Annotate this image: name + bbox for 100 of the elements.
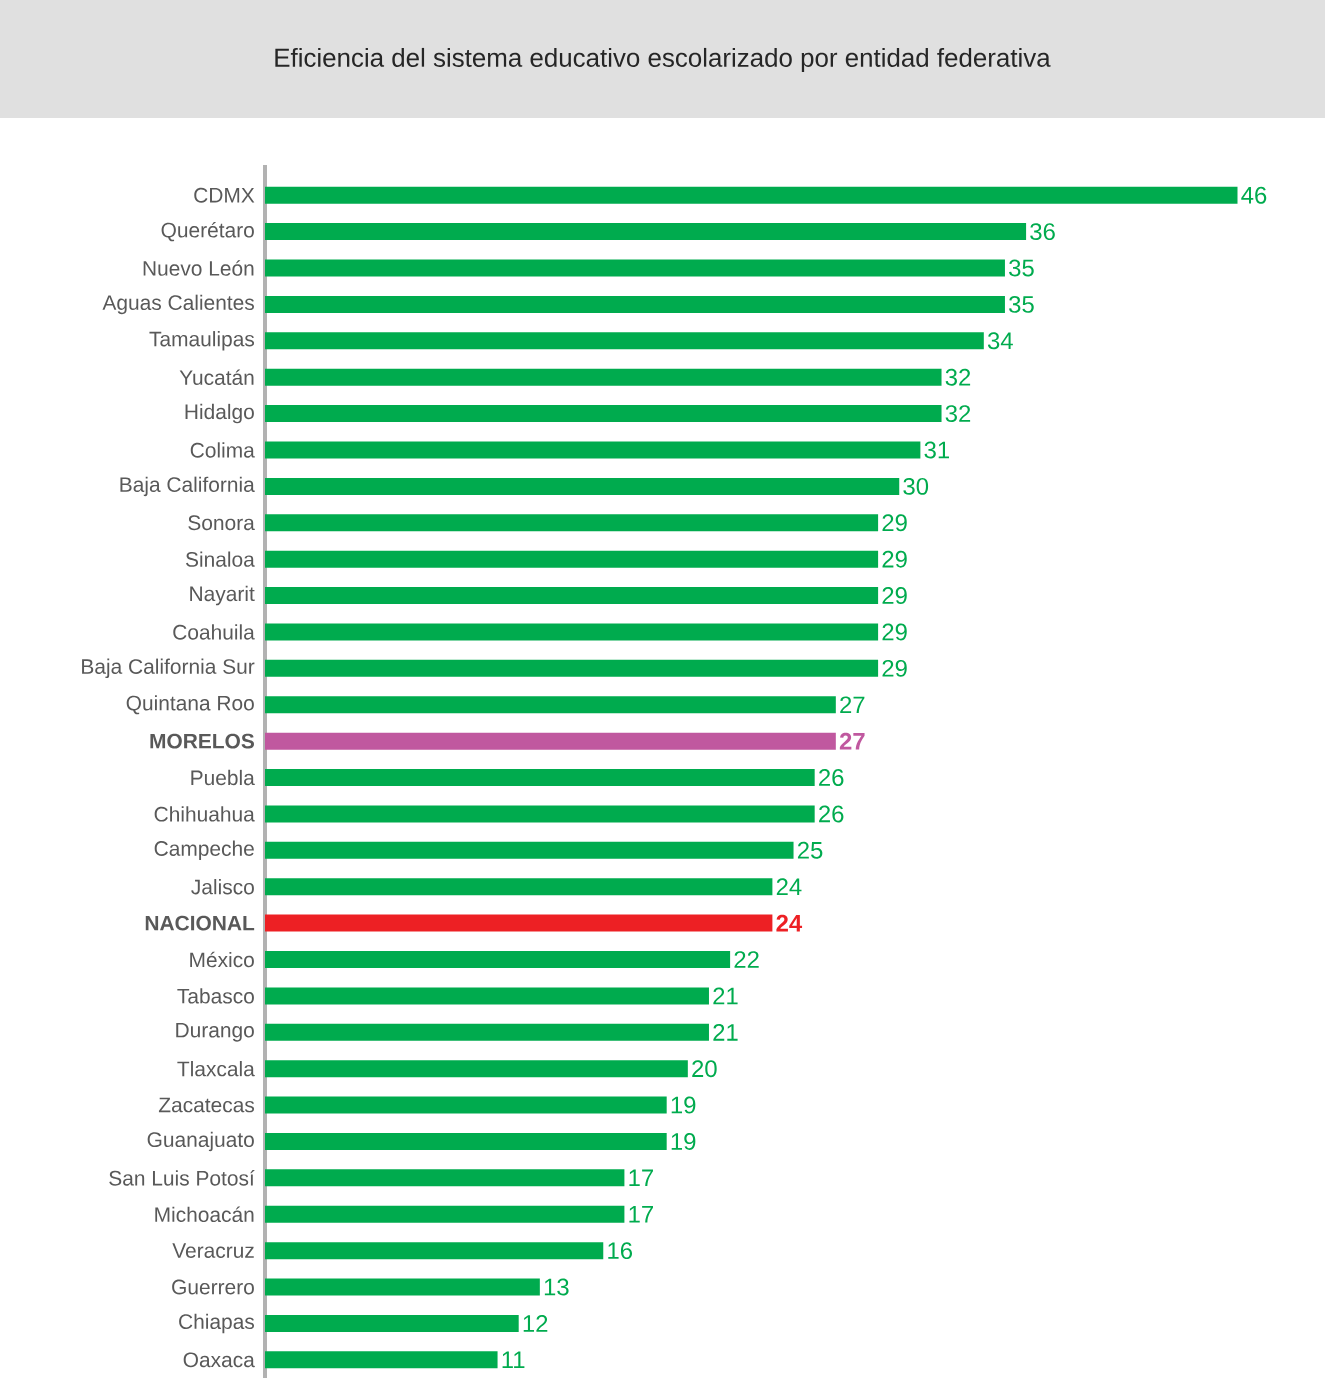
bar (265, 1169, 625, 1187)
data-label: 35 (1009, 259, 1034, 277)
data-label: 21 (713, 1023, 738, 1041)
y-tick-label: CDMX (194, 187, 255, 203)
y-tick-label: Colima (190, 442, 255, 458)
bar (265, 841, 794, 859)
y-tick-label: Hidalgo (185, 403, 254, 424)
y-tick-label: Oaxaca (183, 1352, 255, 1368)
data-label: 17 (629, 1169, 653, 1187)
bar (265, 1060, 688, 1078)
bar (265, 1314, 519, 1332)
y-tick-label: Chihuahua (154, 806, 255, 822)
y-tick-label: Zacatecas (158, 1097, 255, 1113)
bar (265, 223, 1027, 241)
data-label: 19 (671, 1133, 696, 1150)
bar (265, 950, 731, 968)
bar (265, 1096, 667, 1114)
bar (265, 914, 773, 932)
data-label: 29 (882, 659, 907, 677)
data-label: 17 (629, 1206, 653, 1223)
y-tick-label: Aguas Calientes (102, 294, 254, 315)
data-label: 29 (882, 623, 907, 641)
bar (265, 477, 900, 495)
data-label: 26 (819, 805, 844, 823)
data-label: 27 (839, 732, 865, 750)
bar (265, 550, 879, 568)
bar (265, 1132, 667, 1150)
data-label: 30 (903, 477, 929, 495)
bar (265, 987, 709, 1005)
bar (265, 587, 879, 605)
y-tick-label: Chiapas (179, 1313, 255, 1334)
bar (265, 696, 836, 714)
bar (265, 1023, 709, 1041)
y-tick-label: Yucatán (179, 369, 254, 385)
bar (265, 514, 879, 532)
y-tick-label: Campeche (154, 840, 254, 861)
bar (265, 878, 773, 896)
bar (265, 295, 1005, 313)
y-tick-label: Coahuila (173, 624, 255, 640)
data-label: 25 (797, 841, 823, 859)
y-tick-label: Sonora (188, 515, 255, 531)
y-tick-label: Baja California (120, 476, 255, 497)
bar (265, 186, 1238, 204)
y-tick-label: Quintana Roo (126, 695, 254, 715)
y-tick-label: San Luis Potosí (109, 1170, 255, 1186)
bar (265, 659, 879, 677)
data-label: 27 (840, 696, 865, 714)
data-label: 21 (713, 987, 738, 1005)
data-label: 26 (819, 769, 844, 786)
y-tick-label: Tamaulipas (149, 331, 255, 351)
bar (265, 1242, 604, 1260)
y-tick-label: Baja California Sur (82, 658, 255, 679)
y-tick-label: Michoacán (155, 1206, 254, 1223)
chart-title: Eficiencia del sistema educativo escolarizado por entidad federativa (275, 47, 1051, 73)
data-label: 11 (502, 1351, 525, 1369)
data-label: 35 (1009, 295, 1034, 313)
data-label: 24 (776, 914, 803, 932)
bar (265, 1205, 625, 1223)
y-tick-label: Guanajuato (147, 1131, 254, 1152)
data-label: 29 (882, 587, 907, 605)
bar (265, 1278, 540, 1296)
y-tick-label: Durango (176, 1022, 254, 1042)
data-label: 29 (882, 550, 907, 568)
y-tick-label: Veracruz (172, 1243, 254, 1258)
bar (265, 1351, 498, 1369)
bar (265, 623, 879, 641)
data-label: 24 (776, 878, 802, 896)
y-tick-label: Jalisco (191, 879, 254, 895)
data-label: 19 (671, 1096, 696, 1114)
y-tick-label: Querétaro (161, 221, 254, 242)
data-label: 22 (734, 951, 759, 968)
y-tick-label: NACIONAL (145, 915, 255, 931)
data-label: 31 (924, 441, 949, 459)
bar (265, 332, 984, 350)
data-label: 29 (882, 514, 907, 532)
data-label: 32 (945, 405, 971, 423)
y-tick-label: Sinaloa (185, 551, 255, 567)
data-label: 34 (987, 332, 1013, 350)
data-label: 13 (544, 1278, 569, 1296)
bar (265, 368, 942, 386)
bar (265, 405, 942, 423)
y-tick-label: Tabasco (177, 988, 254, 1004)
bar (265, 769, 815, 787)
data-label: 32 (945, 368, 971, 386)
y-tick-label: MORELOS (150, 733, 254, 749)
y-tick-label: México (190, 951, 254, 968)
y-tick-label: Nayarit (190, 585, 255, 606)
data-label: 20 (692, 1060, 717, 1078)
y-tick-label: Nuevo León (143, 260, 254, 276)
data-label: 16 (608, 1242, 633, 1260)
y-tick-label: Puebla (191, 769, 255, 786)
y-tick-label: Tlaxcala (177, 1060, 255, 1077)
y-tick-label: Guerrero (172, 1279, 254, 1295)
bar (265, 805, 815, 823)
bar (265, 259, 1005, 277)
bar (265, 441, 921, 459)
bar (265, 732, 836, 750)
data-label: 36 (1030, 223, 1055, 241)
data-label: 12 (523, 1315, 548, 1332)
data-label: 46 (1241, 186, 1267, 204)
